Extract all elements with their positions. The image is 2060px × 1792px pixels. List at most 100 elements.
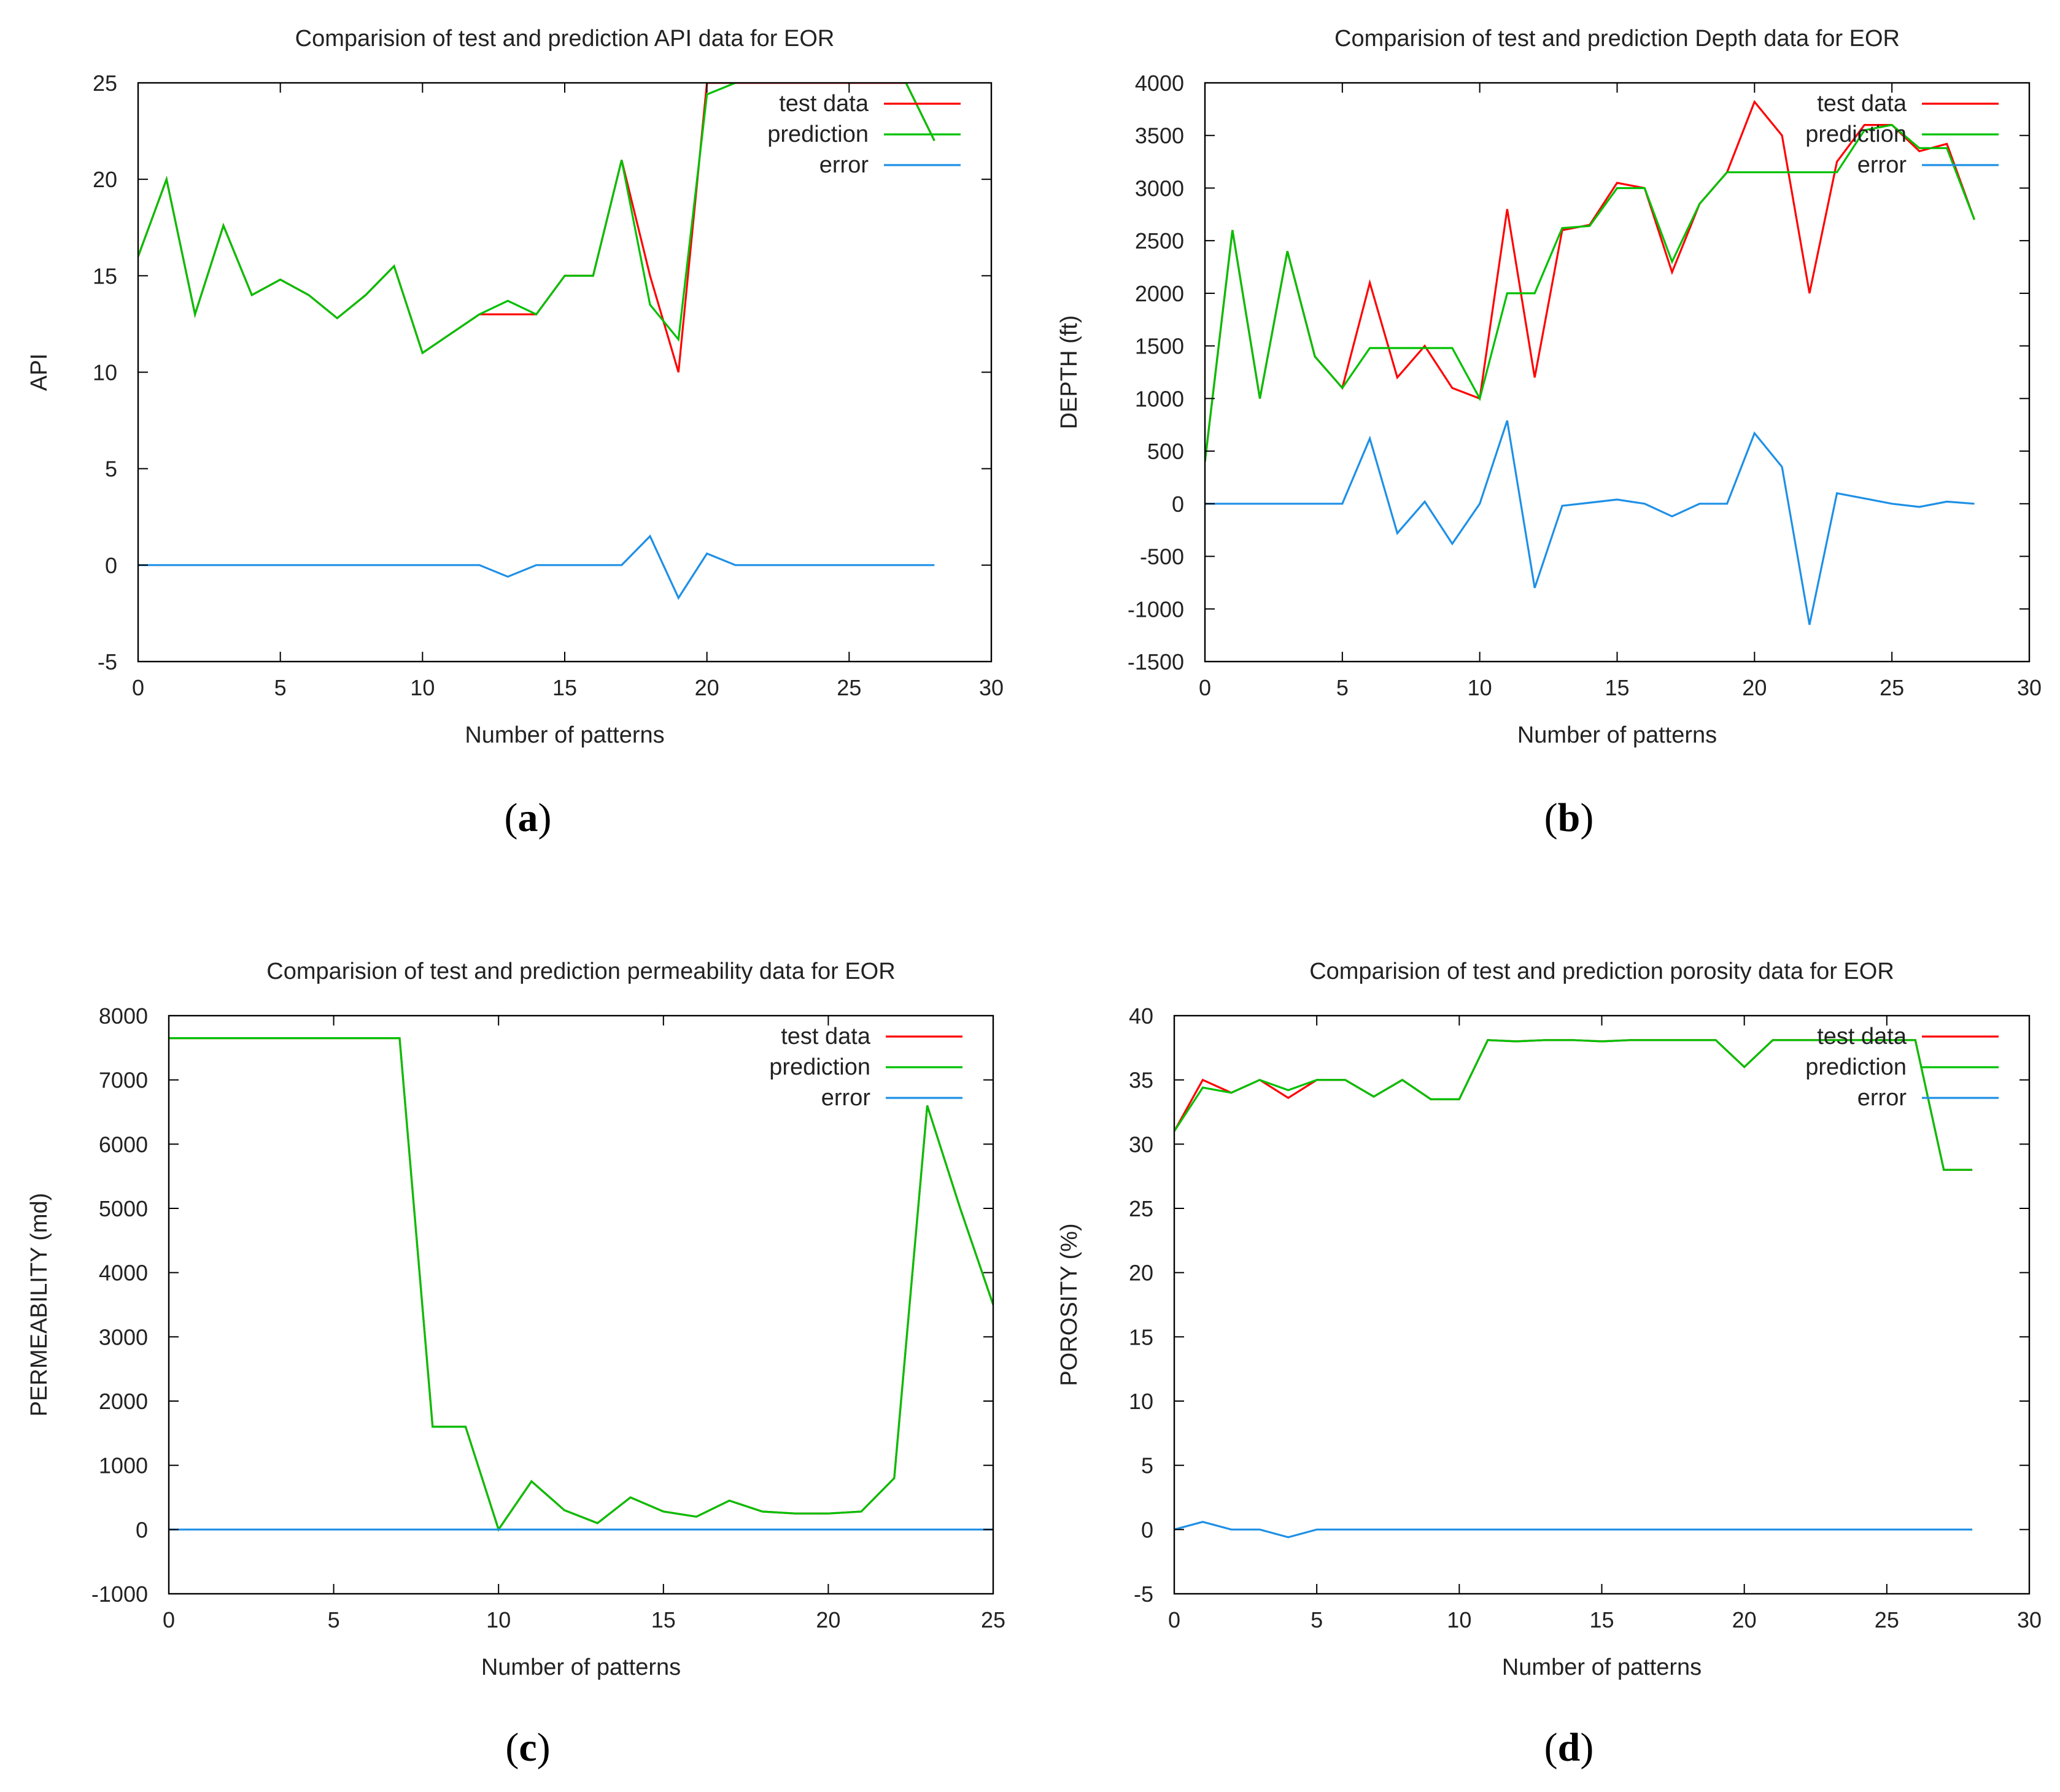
y-tick-label: 500	[1147, 439, 1184, 464]
legend: test data prediction error	[769, 1024, 962, 1111]
plot-frame	[168, 1014, 994, 1595]
x-tick-label: 10	[1468, 675, 1492, 700]
caption-b: (b)	[1544, 795, 1594, 840]
x-tick-label: 20	[816, 1607, 840, 1632]
x-axis-label: Number of patterns	[1502, 1655, 1702, 1680]
chart-d: Comparision of test and prediction poros…	[1056, 959, 2042, 1680]
y-tick-label: 0	[136, 1517, 148, 1542]
y-axis-label: PERMEABILITY (md)	[26, 1193, 52, 1417]
series-line-error	[1174, 1521, 1973, 1539]
legend-label: test data	[1817, 1024, 1907, 1049]
legend: test data prediction error	[1805, 1024, 1999, 1111]
y-tick-label: 15	[1129, 1324, 1153, 1350]
y-tick-label: 4000	[1135, 71, 1184, 96]
x-tick-label: 30	[2017, 1607, 2042, 1632]
series-line-prediction	[1174, 1039, 1973, 1171]
y-tick-label: 2000	[99, 1389, 148, 1414]
x-axis-label: Number of patterns	[1517, 722, 1717, 748]
x-tick-label: 25	[837, 675, 861, 700]
legend-label: test data	[781, 1024, 871, 1049]
y-tick-label: 3000	[1135, 176, 1184, 201]
series-group	[1174, 1039, 1973, 1539]
y-tick-label: 30	[1129, 1132, 1153, 1157]
chart-title: Comparision of test and prediction API d…	[295, 26, 835, 52]
caption-a-letter: a	[517, 795, 538, 840]
y-tick-label: 40	[1129, 1003, 1153, 1029]
y-tick-label: 1000	[1135, 386, 1184, 411]
legend-label: prediction	[1805, 122, 1907, 147]
series-line-prediction	[169, 1037, 993, 1532]
series-group	[138, 83, 935, 600]
chart-panel-d: Comparision of test and prediction poros…	[1030, 896, 2060, 1694]
x-tick-label: 30	[2017, 675, 2042, 700]
legend: test data prediction error	[1805, 91, 1999, 178]
y-tick-label: -1500	[1128, 649, 1184, 674]
x-tick-label: 25	[1875, 1607, 1899, 1632]
chart-panel-b: Comparision of test and prediction Depth…	[1030, 0, 2060, 798]
series-group	[169, 1037, 993, 1532]
y-tick-label: -5	[1134, 1582, 1153, 1607]
chart-panel-a: Comparision of test and prediction API d…	[0, 0, 1030, 798]
chart-c: Comparision of test and prediction perme…	[26, 959, 1005, 1680]
x-tick-label: 5	[274, 675, 287, 700]
y-tick-label: 35	[1129, 1068, 1153, 1093]
x-tick-label: 0	[1199, 675, 1211, 700]
y-tick-label: 20	[1129, 1261, 1153, 1286]
y-tick-label: 8000	[99, 1003, 148, 1029]
chart-panel-c: Comparision of test and prediction perme…	[0, 896, 1030, 1694]
y-tick-label: 1500	[1135, 334, 1184, 359]
x-tick-label: 0	[1168, 1607, 1180, 1632]
y-axis-label: API	[26, 353, 52, 391]
legend-label: prediction	[1805, 1054, 1907, 1080]
y-tick-label: 25	[1129, 1196, 1153, 1221]
series-line-test-data	[169, 1037, 993, 1532]
caption-d-letter: d	[1557, 1725, 1581, 1770]
series-line-error	[138, 534, 935, 600]
y-tick-label: 6000	[99, 1132, 148, 1157]
legend-label: error	[819, 152, 869, 178]
x-tick-label: 20	[695, 675, 719, 700]
legend: test data prediction error	[767, 91, 961, 178]
y-tick-label: 20	[93, 167, 117, 192]
y-tick-label: 10	[93, 360, 117, 385]
legend-label: error	[1857, 1085, 1907, 1111]
y-axis-label: DEPTH (ft)	[1056, 315, 1082, 430]
x-tick-label: 5	[328, 1607, 340, 1632]
x-tick-label: 25	[1880, 675, 1904, 700]
y-tick-label: 0	[1141, 1517, 1153, 1542]
y-tick-label: -1000	[91, 1582, 148, 1607]
chart-a: Comparision of test and prediction API d…	[26, 26, 1004, 748]
y-tick-label: 5	[1141, 1453, 1153, 1478]
series-line-prediction	[138, 83, 935, 355]
y-tick-label: 2500	[1135, 228, 1184, 253]
y-tick-label: 4000	[99, 1261, 148, 1286]
y-tick-label: 15	[93, 263, 117, 288]
caption-d: (d)	[1544, 1725, 1594, 1770]
y-tick-label: 10	[1129, 1389, 1153, 1414]
series-group	[1205, 99, 1976, 625]
chart-b: Comparision of test and prediction Depth…	[1056, 26, 2042, 748]
x-tick-label: 15	[1589, 1607, 1614, 1632]
y-tick-label: 1000	[99, 1453, 148, 1478]
y-tick-label: -1000	[1128, 597, 1184, 622]
legend-label: prediction	[769, 1054, 870, 1080]
chart-title: Comparision of test and prediction Depth…	[1334, 26, 1900, 52]
y-tick-label: -500	[1140, 544, 1184, 570]
x-tick-label: 15	[1605, 675, 1629, 700]
y-tick-label: 0	[105, 553, 117, 578]
y-tick-label: 3500	[1135, 123, 1184, 149]
x-axis-label: Number of patterns	[481, 1655, 681, 1680]
caption-c-letter: c	[519, 1725, 537, 1770]
y-axis-label: POROSITY (%)	[1056, 1223, 1082, 1386]
y-tick-label: 3000	[99, 1324, 148, 1350]
x-tick-label: 10	[1447, 1607, 1471, 1632]
y-tick-label: 2000	[1135, 281, 1184, 306]
legend-label: error	[821, 1085, 871, 1111]
x-tick-label: 10	[410, 675, 435, 700]
chart-title: Comparision of test and prediction poros…	[1309, 959, 1894, 984]
y-tick-label: 0	[1172, 492, 1184, 517]
x-tick-label: 10	[486, 1607, 511, 1632]
y-tick-label: 25	[93, 71, 117, 96]
legend-label: error	[1857, 152, 1907, 178]
y-tick-label: -5	[98, 649, 117, 674]
